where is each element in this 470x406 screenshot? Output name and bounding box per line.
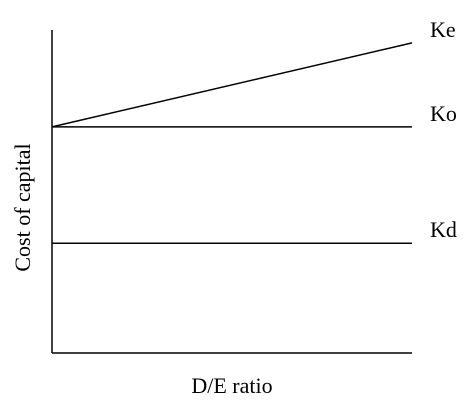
series-label-ko: Ko [430, 101, 457, 126]
x-axis-label: D/E ratio [191, 373, 272, 398]
series-layer: Ke Ko Kd [51, 17, 457, 244]
series-label-ke: Ke [430, 17, 456, 42]
y-axis-label: Cost of capital [10, 143, 35, 271]
series-line-ke [51, 42, 413, 128]
series-label-kd: Kd [430, 217, 457, 242]
